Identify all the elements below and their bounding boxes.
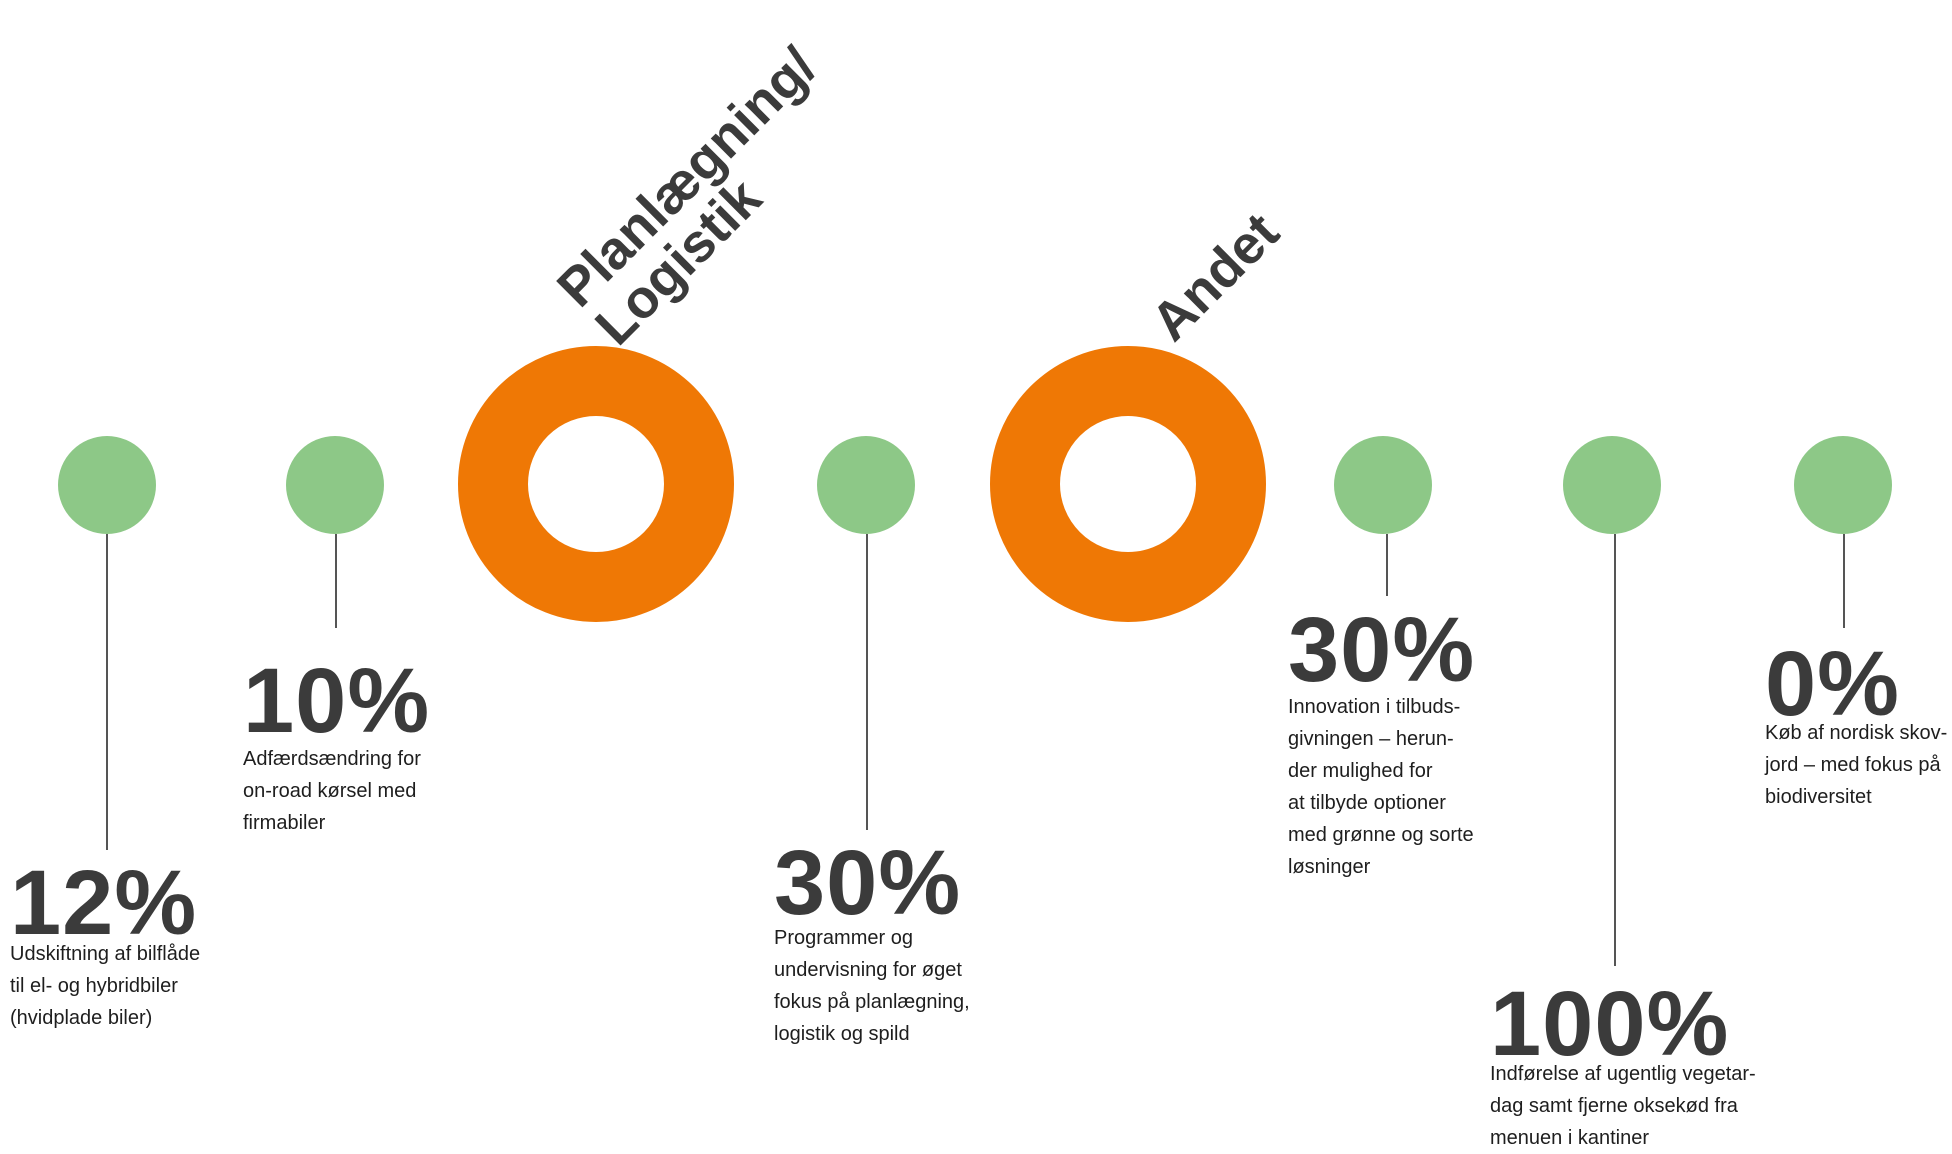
percent-value: 0% <box>1765 633 1900 735</box>
connector-line <box>335 534 337 628</box>
timeline-dot <box>1334 436 1432 534</box>
connector-line <box>1386 534 1388 596</box>
percent-value: 30% <box>1288 599 1476 701</box>
item-description: Køb af nordisk skov- jord – med fokus på… <box>1765 722 1948 808</box>
item-description: Programmer og undervisning for øget foku… <box>774 927 970 1045</box>
percent-value: 12% <box>10 852 198 954</box>
item-description: Innovation i tilbuds- givningen – herun-… <box>1288 696 1474 878</box>
connector-line <box>1843 534 1845 628</box>
connector-line <box>106 534 108 850</box>
item-description: Udskiftning af bilflåde til el- og hybri… <box>10 943 201 1029</box>
timeline-dot <box>286 436 384 534</box>
timeline-dot <box>58 436 156 534</box>
category-ring-planning <box>458 346 734 622</box>
timeline-dot <box>1794 436 1892 534</box>
item-description: Indførelse af ugentlig vegetar- dag samt… <box>1490 1063 1756 1149</box>
percent-value: 30% <box>774 832 962 934</box>
category-ring-other <box>990 346 1266 622</box>
connector-line <box>1614 534 1616 966</box>
item-description: Adfærdsændring for on-road kørsel med fi… <box>243 748 421 834</box>
timeline-dot <box>1563 436 1661 534</box>
connector-line <box>866 534 868 830</box>
timeline-dot <box>817 436 915 534</box>
category-title-other: Andet <box>1139 201 1291 353</box>
percent-value: 100% <box>1490 973 1730 1075</box>
percent-value: 10% <box>243 650 431 752</box>
category-title-planning: Planlægning/ Logistik <box>545 36 829 357</box>
